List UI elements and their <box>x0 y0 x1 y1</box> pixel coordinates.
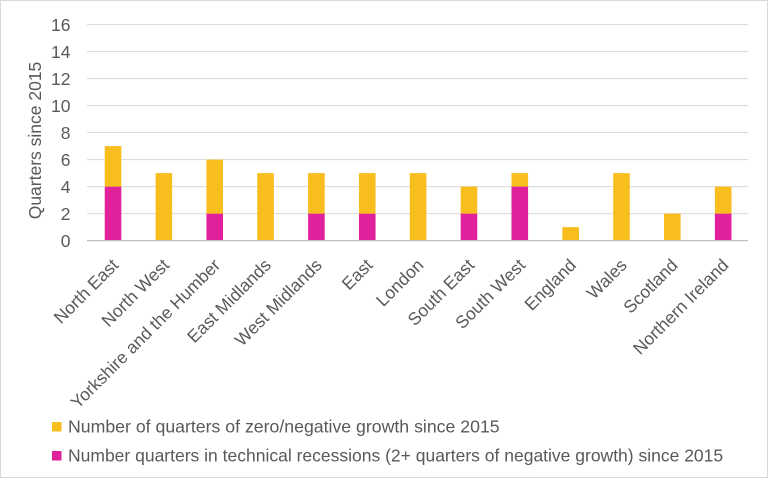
svg-text:8: 8 <box>61 123 71 143</box>
svg-text:16: 16 <box>51 15 70 35</box>
svg-text:10: 10 <box>51 96 71 116</box>
svg-text:Number of quarters of zero/neg: Number of quarters of zero/negative grow… <box>68 417 500 437</box>
svg-text:0: 0 <box>61 231 71 251</box>
svg-text:6: 6 <box>61 150 71 170</box>
svg-text:12: 12 <box>51 69 70 89</box>
svg-text:4: 4 <box>61 177 71 197</box>
svg-text:Quarters since 2015: Quarters since 2015 <box>25 62 45 220</box>
svg-text:14: 14 <box>51 42 71 62</box>
svg-text:Number quarters in technical r: Number quarters in technical recessions … <box>68 446 723 466</box>
svg-text:2: 2 <box>61 204 71 224</box>
